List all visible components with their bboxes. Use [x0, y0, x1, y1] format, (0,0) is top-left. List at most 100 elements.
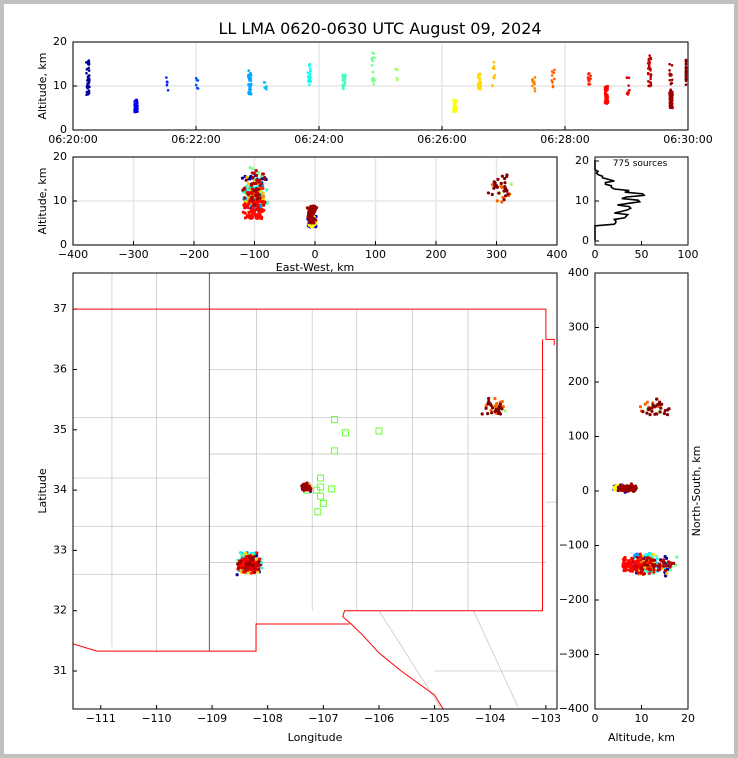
- source-point: [165, 76, 168, 79]
- y-tick-label: 20: [53, 35, 67, 48]
- axes-frame: [72, 156, 558, 246]
- source-point: [487, 396, 491, 401]
- source-point: [650, 409, 654, 413]
- source-point: [136, 107, 139, 110]
- source-point: [496, 409, 500, 413]
- source-point: [627, 84, 630, 87]
- source-point: [250, 171, 254, 175]
- x-tick-label: 100: [365, 248, 386, 261]
- source-point: [244, 178, 248, 182]
- source-point: [665, 413, 670, 417]
- y-axis-label: North-South, km: [690, 446, 703, 537]
- source-point: [238, 551, 243, 555]
- source-point: [252, 203, 256, 207]
- source-point: [236, 566, 241, 571]
- y-tick-label: 36: [53, 362, 67, 375]
- source-point: [655, 557, 659, 561]
- y-tick-label: 0: [60, 123, 67, 136]
- source-point: [87, 69, 91, 72]
- source-point: [495, 401, 499, 406]
- source-point: [312, 205, 316, 209]
- x-tick-label: −100: [239, 248, 269, 261]
- source-point: [243, 196, 247, 200]
- source-point: [606, 99, 610, 102]
- source-point: [636, 552, 640, 556]
- source-point: [506, 192, 510, 196]
- source-point: [647, 63, 651, 67]
- lma-station-marker: [319, 499, 327, 507]
- source-point: [648, 406, 652, 411]
- y-tick-label: 10: [575, 194, 589, 207]
- source-point: [254, 168, 258, 173]
- y-tick-label: 0: [582, 234, 589, 247]
- source-point: [243, 216, 248, 220]
- source-point: [550, 79, 554, 82]
- x-tick-label: −105: [419, 712, 449, 725]
- source-point: [85, 71, 88, 75]
- source-point: [670, 81, 674, 85]
- source-point: [479, 72, 482, 76]
- source-point: [533, 89, 537, 93]
- source-point: [244, 569, 248, 573]
- source-point: [630, 483, 634, 488]
- y-tick-label: 32: [53, 604, 67, 617]
- x-tick-label: 200: [426, 248, 447, 261]
- source-point: [87, 81, 91, 85]
- source-point: [251, 564, 255, 568]
- state-line-nm-tx: [342, 339, 544, 709]
- source-point: [493, 404, 498, 408]
- source-point: [246, 181, 250, 186]
- y-tick-label: 200: [568, 375, 589, 388]
- source-point: [136, 104, 139, 108]
- axes-frame: [72, 41, 689, 131]
- source-point: [627, 485, 631, 489]
- source-point: [249, 79, 253, 82]
- county-line: [378, 610, 441, 708]
- altitude-histogram-panel: 0 50 100 0 10 20: [575, 154, 699, 261]
- source-point: [653, 412, 657, 416]
- source-point: [645, 411, 649, 415]
- source-point: [493, 397, 497, 401]
- source-point: [628, 569, 632, 573]
- source-point: [492, 67, 496, 70]
- source-point: [87, 89, 91, 93]
- source-point: [637, 571, 641, 575]
- source-point: [479, 86, 482, 90]
- source-point: [309, 69, 312, 73]
- source-point: [684, 76, 688, 80]
- source-point: [262, 177, 267, 181]
- source-point: [623, 555, 627, 560]
- source-point: [652, 558, 657, 562]
- source-point: [455, 99, 458, 103]
- y-tick-label: 10: [53, 194, 67, 207]
- x-tick-label: 10: [635, 712, 649, 725]
- source-point: [668, 568, 672, 572]
- source-point: [500, 200, 504, 204]
- source-point: [372, 79, 376, 83]
- source-point: [454, 106, 458, 109]
- source-point: [372, 82, 376, 86]
- source-point: [265, 85, 268, 88]
- source-point: [550, 74, 554, 77]
- source-point: [532, 80, 536, 84]
- source-point: [490, 411, 494, 415]
- source-point: [643, 563, 647, 567]
- source-point: [662, 411, 666, 416]
- x-tick-label: 400: [547, 248, 568, 261]
- source-point: [624, 489, 628, 493]
- source-point: [309, 207, 313, 211]
- source-point: [533, 82, 536, 86]
- source-point: [255, 551, 259, 555]
- source-point: [644, 558, 649, 563]
- source-point: [670, 96, 674, 100]
- source-point: [245, 175, 249, 179]
- source-point: [394, 67, 397, 71]
- source-point: [551, 85, 555, 89]
- x-tick-label: 50: [635, 248, 649, 261]
- source-point: [252, 188, 256, 192]
- source-point: [240, 553, 244, 557]
- source-point: [503, 194, 508, 198]
- source-point: [646, 556, 650, 560]
- source-point: [261, 186, 265, 190]
- source-point: [652, 568, 656, 572]
